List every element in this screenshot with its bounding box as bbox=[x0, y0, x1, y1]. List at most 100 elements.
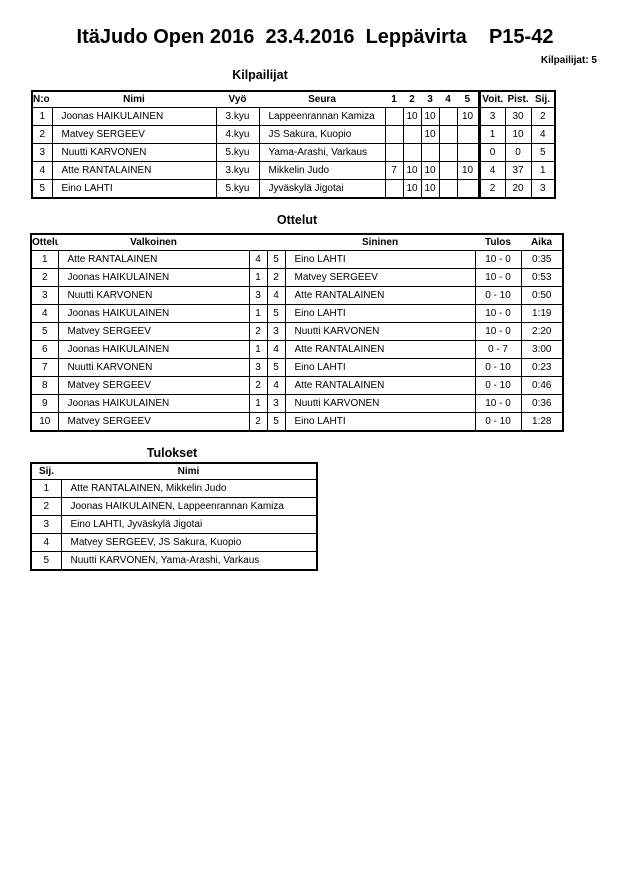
competitors-table: N:o Nimi Vyö Seura 1 2 3 4 5 Voit. Pist. Sij. 1 Joona… bbox=[31, 90, 556, 199]
table-cell bbox=[438, 143, 458, 162]
table-cell: 2 bbox=[248, 412, 268, 432]
table-cell: 30 bbox=[504, 107, 532, 126]
table-cell: Eino LAHTI bbox=[284, 412, 476, 432]
table-row: 3 Nuutti KARVONEN 5.kyu Yama-Arashi, Varkau… bbox=[31, 143, 556, 162]
column-header bbox=[267, 234, 285, 251]
table-cell bbox=[384, 107, 404, 126]
table-cell: 4 bbox=[30, 533, 62, 552]
table-cell: 2 bbox=[30, 268, 59, 287]
table-cell: 1 bbox=[248, 268, 268, 287]
table-cell: 2 bbox=[30, 497, 62, 516]
table-cell: 10 bbox=[456, 161, 481, 180]
table-cell bbox=[456, 125, 481, 144]
table-cell: 5 bbox=[30, 551, 62, 571]
table-row: 10 Matvey SERGEEV 2 5 Eino LAHTI 0 - 10 1:28 bbox=[30, 412, 564, 432]
table-cell: 3 bbox=[248, 358, 268, 377]
table-cell: Atte RANTALAINEN bbox=[284, 286, 476, 305]
table-row: 9 Joonas HAIKULAINEN 1 3 Nuutti KARVONEN 10 -… bbox=[30, 394, 564, 413]
table-cell: Joonas HAIKULAINEN bbox=[51, 107, 217, 126]
table-cell: 4 bbox=[31, 161, 53, 180]
table-cell: 3.kyu bbox=[215, 107, 260, 126]
column-header: Valkoinen bbox=[58, 234, 249, 251]
table-cell: Atte RANTALAINEN bbox=[284, 340, 476, 359]
table-cell: 0 - 10 bbox=[474, 376, 522, 395]
table-cell: 1 bbox=[248, 304, 268, 323]
table-row: 1 Atte RANTALAINEN 4 5 Eino LAHTI 10 - 0 0:35 bbox=[30, 250, 564, 269]
table-row: 5 Eino LAHTI 5.kyu Jyväskylä Jigotai 10 10 2 20… bbox=[31, 179, 556, 199]
table-row: 1 Atte RANTALAINEN, Mikkelin Judo bbox=[30, 479, 318, 498]
page-title: ItäJudo Open 2016 23.4.2016 Leppävirta P… bbox=[76, 26, 554, 48]
table-row: 5 Nuutti KARVONEN, Yama-Arashi, Varkaus bbox=[30, 551, 318, 571]
table-row: 1 Joonas HAIKULAINEN 3.kyu Lappeenrannan Ka… bbox=[31, 107, 556, 126]
table-row: 2 Joonas HAIKULAINEN 1 2 Matvey SERGEEV 10 - … bbox=[30, 268, 564, 287]
table-cell: 0:50 bbox=[520, 286, 564, 305]
column-header: Ottelu bbox=[31, 234, 58, 251]
table-cell: 2 bbox=[266, 268, 286, 287]
table-cell: Jyväskylä Jigotai bbox=[258, 179, 386, 199]
column-header: Sij. bbox=[531, 91, 555, 108]
matches-table: OtteluValkoinenSininenTulosAika1Atte RAN… bbox=[30, 233, 564, 432]
table-cell: Matvey SERGEEV bbox=[284, 268, 476, 287]
column-header: Voit. bbox=[479, 91, 505, 108]
table-cell: Eino LAHTI bbox=[284, 358, 476, 377]
table-cell: 0:53 bbox=[520, 268, 564, 287]
table-cell: 1 bbox=[530, 161, 556, 180]
column-header: Pist. bbox=[505, 91, 531, 108]
competitor-count: Kilpailijat: 5 bbox=[540, 55, 597, 66]
table-row: 4 Matvey SERGEEV, JS Sakura, Kuopio bbox=[30, 533, 318, 552]
table-cell: 4 bbox=[30, 304, 59, 323]
table-cell: 10 bbox=[30, 412, 59, 432]
table-cell: Matvey SERGEEV, JS Sakura, Kuopio bbox=[60, 533, 318, 552]
table-cell: 3 bbox=[530, 179, 556, 199]
table-cell: Matvey SERGEEV bbox=[57, 412, 250, 432]
table-cell: 2 bbox=[31, 125, 53, 144]
table-row: 4 Atte RANTALAINEN 3.kyu Mikkelin Judo 7 10 10… bbox=[31, 161, 556, 180]
table-cell: 1:19 bbox=[520, 304, 564, 323]
table-row: 4 Joonas HAIKULAINEN 1 5 Eino LAHTI 10 - 0 1:1… bbox=[30, 304, 564, 323]
table-cell: 4 bbox=[530, 125, 556, 144]
table-cell: 10 bbox=[420, 161, 440, 180]
table-cell: 10 bbox=[504, 125, 532, 144]
column-header: Vyö bbox=[216, 91, 259, 108]
table-cell: 5 bbox=[266, 304, 286, 323]
table-cell: 0:36 bbox=[520, 394, 564, 413]
table-cell: 10 - 0 bbox=[474, 322, 522, 341]
table-cell: 7 bbox=[30, 358, 59, 377]
table-row: 3 Nuutti KARVONEN 3 4 Atte RANTALAINEN 0 - 10… bbox=[30, 286, 564, 305]
table-cell: 2 bbox=[248, 322, 268, 341]
table-cell: Atte RANTALAINEN bbox=[57, 250, 250, 269]
table-cell bbox=[420, 143, 440, 162]
table-cell: 2:20 bbox=[520, 322, 564, 341]
table-cell: 3 bbox=[31, 143, 53, 162]
table-cell bbox=[438, 161, 458, 180]
table-cell: 6 bbox=[30, 340, 59, 359]
competitors-heading: Kilpailijat bbox=[232, 68, 288, 82]
table-cell: 4.kyu bbox=[215, 125, 260, 144]
table-cell: 7 bbox=[384, 161, 404, 180]
table-cell: 0:23 bbox=[520, 358, 564, 377]
table-cell: 10 - 0 bbox=[474, 250, 522, 269]
table-cell: 0 - 10 bbox=[474, 358, 522, 377]
table-cell: Joonas HAIKULAINEN bbox=[57, 340, 250, 359]
table-cell: 3 bbox=[248, 286, 268, 305]
table-cell: 5 bbox=[266, 412, 286, 432]
table-cell: Matvey SERGEEV bbox=[57, 376, 250, 395]
column-header: Nimi bbox=[52, 91, 216, 108]
table-cell: 3 bbox=[478, 107, 506, 126]
table-cell bbox=[384, 179, 404, 199]
table-cell: 5 bbox=[530, 143, 556, 162]
table-cell: Joonas HAIKULAINEN, Lappeenrannan Kamiza bbox=[60, 497, 318, 516]
table-cell: 3:00 bbox=[520, 340, 564, 359]
table-cell: 10 - 0 bbox=[474, 268, 522, 287]
column-header: 4 bbox=[439, 91, 457, 108]
table-cell: 1 bbox=[248, 394, 268, 413]
table-cell: Mikkelin Judo bbox=[258, 161, 386, 180]
table-row: 3 Eino LAHTI, Jyväskylä Jigotai bbox=[30, 515, 318, 534]
table-cell: 3 bbox=[30, 515, 62, 534]
table-cell: Joonas HAIKULAINEN bbox=[57, 304, 250, 323]
table-cell bbox=[438, 179, 458, 199]
table-row: 2 Joonas HAIKULAINEN, Lappeenrannan Kamiz… bbox=[30, 497, 318, 516]
table-cell: Eino LAHTI bbox=[51, 179, 217, 199]
table-cell: Atte RANTALAINEN bbox=[51, 161, 217, 180]
table-cell: 0 - 7 bbox=[474, 340, 522, 359]
